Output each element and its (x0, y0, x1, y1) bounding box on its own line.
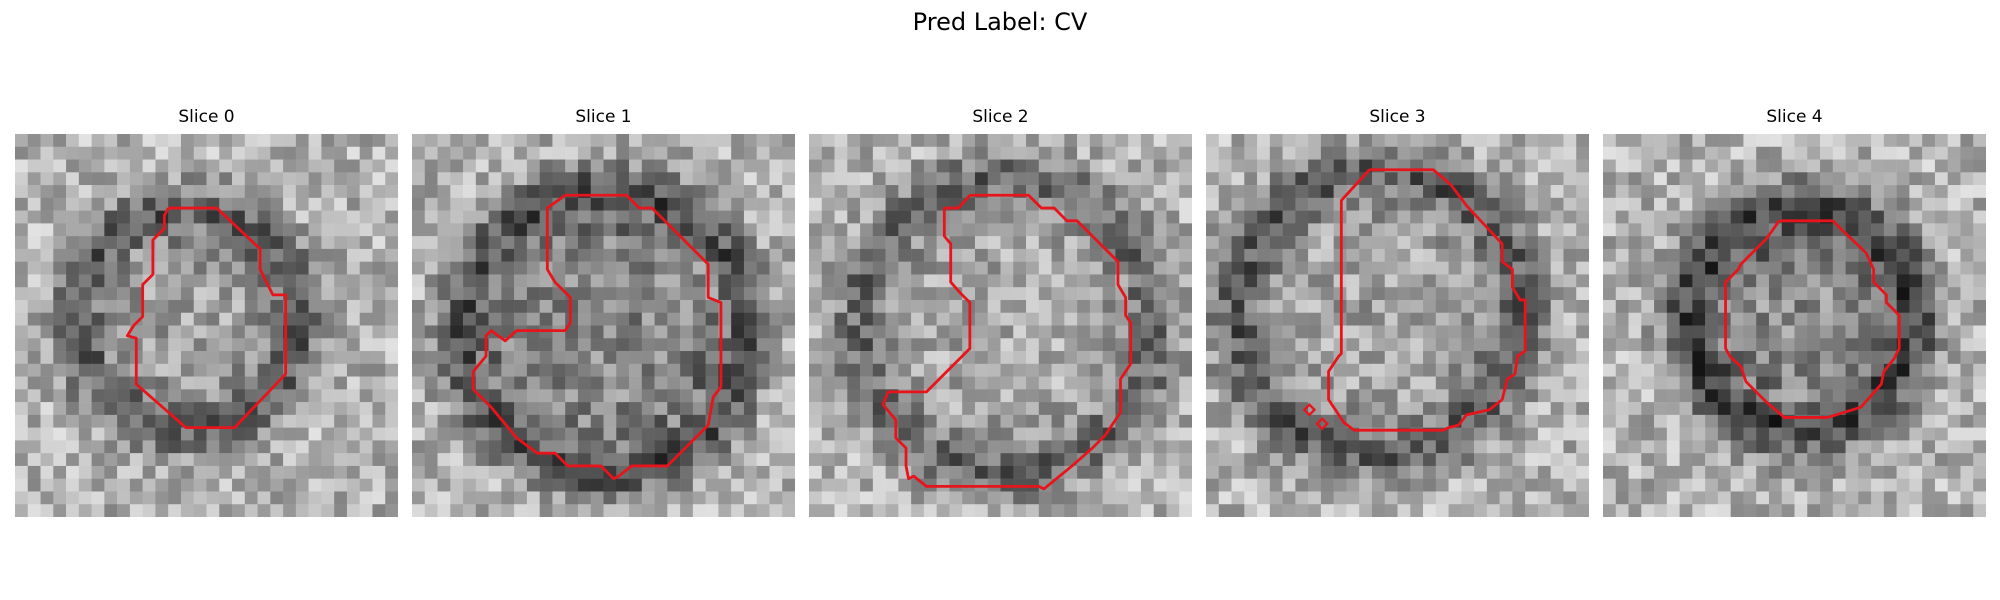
segmentation-contour (471, 193, 723, 481)
segmentation-contour (1327, 168, 1527, 432)
slice-title: Slice 2 (972, 107, 1029, 127)
grayscale-texture (412, 134, 795, 517)
grayscale-texture (809, 134, 1192, 517)
segmentation-contour (125, 206, 288, 430)
figure-title: Pred Label: CV (912, 8, 1088, 36)
segmentation-contour (1724, 219, 1901, 419)
slice-title: Slice 0 (178, 107, 235, 127)
grayscale-texture (1206, 134, 1589, 517)
slice-image (1206, 134, 1589, 517)
slice-image (809, 134, 1192, 517)
slice-title: Slice 1 (575, 107, 632, 127)
grayscale-texture (15, 134, 398, 517)
slice-image (1603, 134, 1986, 517)
segmentation-contour (881, 193, 1133, 491)
slice-image (15, 134, 398, 517)
segmentation-contour-fragment (1302, 403, 1317, 417)
segmentation-contour-fragment (1315, 417, 1329, 431)
slice-image (412, 134, 795, 517)
slice-title: Slice 4 (1766, 107, 1823, 127)
grayscale-texture (1603, 134, 1986, 517)
slice-title: Slice 3 (1369, 107, 1426, 127)
